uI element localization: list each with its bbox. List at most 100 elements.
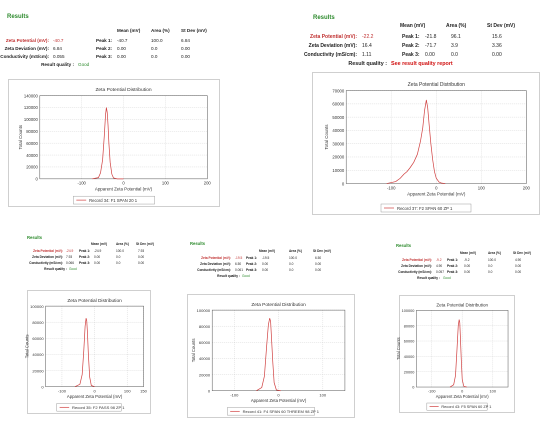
y-tick-label: 60000 — [26, 141, 38, 146]
row-value: 0.066 — [66, 261, 74, 265]
y-tick-label: 140000 — [24, 93, 39, 98]
y-tick-label: 80000 — [404, 324, 415, 328]
x-tick-label: -100 — [428, 389, 436, 393]
x-tick-label: 150 — [140, 388, 148, 393]
row-value: -24.9 — [66, 249, 74, 253]
peak-mean: -24.9 — [94, 249, 102, 253]
zeta-distribution-chart: Zeta Potential Distribution 0 10000 20000 30… — [312, 72, 540, 215]
x-tick-label: 0 — [435, 186, 438, 191]
peak-mean: -21.8 — [425, 34, 437, 40]
legend-label: Record 37: F2 SPAN 60 ZP 1 — [397, 206, 453, 211]
peak-mean: 0.00 — [94, 261, 101, 265]
legend-box — [426, 402, 488, 411]
series-line — [74, 318, 95, 388]
peak-label: Peak 1: — [96, 38, 113, 43]
x-axis-label: Apparent Zeta Potential (mV) — [436, 394, 489, 399]
row-label: Conductivity (mS/cm): — [398, 270, 432, 274]
results-panel-4: Results Mean (mV) Area (%) St Dev (mV) Z… — [180, 235, 365, 425]
peak-stdev: 0.00 — [515, 270, 522, 274]
y-tick-label: 100000 — [24, 117, 39, 122]
peak-mean: -19.5 — [262, 256, 270, 260]
results-table: Mean (mV) Area (%) St Dev (mV) Zeta Pote… — [180, 249, 365, 281]
y-tick-label: 20000 — [199, 372, 211, 377]
quality-label: Result quality : — [41, 62, 74, 67]
row-value: 0.057 — [436, 270, 444, 274]
header-mean: Mean (mV) — [91, 242, 108, 246]
row-label: Zeta Potential (mV): — [5, 38, 49, 43]
peak-mean: 0.00 — [464, 264, 471, 268]
row-value: 16.4 — [362, 43, 372, 49]
peak-stdev: 6.84 — [181, 38, 190, 43]
peak-area: 3.9 — [451, 43, 458, 49]
y-tick-label: 50000 — [332, 115, 344, 120]
series-line — [92, 107, 124, 180]
row-label: Zeta Deviation (mV): — [32, 255, 63, 259]
row-value: 1.11 — [362, 52, 372, 58]
peak-stdev: 6.50 — [315, 256, 322, 260]
header-stdev: St Dev (mV) — [181, 28, 207, 33]
peak-area: 100.0 — [116, 249, 124, 253]
legend-box — [73, 195, 155, 205]
x-tick-label: 100 — [478, 186, 486, 191]
plot-area — [345, 90, 527, 184]
header-stdev: St Dev (mV) — [487, 23, 516, 29]
header-area: Area (%) — [151, 28, 170, 33]
quality-value: Good — [78, 62, 90, 67]
peak-label: Peak 1: — [246, 256, 258, 260]
plot-area — [211, 309, 346, 391]
legend-box — [227, 407, 315, 416]
chart-title: Zeta Potential Distribution — [67, 298, 122, 304]
peak-mean: 0.00 — [117, 46, 126, 51]
peak-area: 100.0 — [488, 258, 496, 262]
y-tick-label: 0 — [208, 388, 211, 393]
x-axis-label: Apparent Zeta Potential (mV) — [95, 187, 153, 192]
peak-stdev: 0.00 — [492, 52, 502, 58]
row-value: 0.061 — [235, 268, 243, 272]
peak-area: 100.0 — [289, 256, 297, 260]
x-axis-label: Apparent Zeta Potential (mV) — [407, 192, 466, 197]
chart-frame — [312, 72, 540, 215]
peak-label: Peak 3: — [79, 261, 91, 265]
row-label: Zeta Potential (mV): — [201, 256, 231, 260]
peak-stdev: 0.00 — [315, 262, 322, 266]
y-tick-label: 40000 — [332, 128, 344, 133]
y-tick-label: 80000 — [199, 324, 211, 329]
row-value: 6.84 — [53, 46, 62, 51]
results-title: Results — [396, 243, 412, 248]
quality-value: Good — [443, 276, 451, 280]
peak-mean: -9.2 — [464, 258, 470, 262]
row-value: -40.7 — [53, 38, 64, 43]
x-tick-label: 100 — [162, 181, 170, 186]
peak-mean: 0.00 — [425, 52, 435, 58]
header-stdev: St Dev (mV) — [313, 249, 331, 253]
row-value: 0.055 — [53, 54, 65, 59]
peak-stdev: 7.93 — [138, 249, 145, 253]
peak-label: Peak 2: — [447, 264, 459, 268]
legend-label: Record 34: F1 SPAN 20 1 — [89, 198, 138, 203]
zeta-distribution-chart: Zeta Potential Distribution 0 20000 40000 60… — [187, 294, 355, 418]
x-tick-label: -100 — [387, 186, 396, 191]
y-tick-label: 60000 — [199, 340, 211, 345]
peak-area: 0.0 — [289, 262, 294, 266]
results-title: Results — [190, 241, 206, 246]
y-tick-label: 20000 — [404, 370, 415, 374]
peak-label: Peak 2: — [402, 43, 420, 49]
legend-label: Record 41: F4 SPAN 60 THREEM 98 ZP 1 — [243, 409, 320, 414]
y-tick-label: 10000 — [332, 168, 344, 173]
x-tick-label: 0 — [461, 389, 463, 393]
quality-value: See result quality report — [391, 61, 453, 67]
y-tick-label: 100000 — [197, 308, 211, 313]
results-panel-2: Results Mean (mV) Area (%) St Dev (mV) Z… — [304, 0, 547, 218]
peak-area: 0.0 — [116, 255, 121, 259]
legend-box — [56, 403, 122, 412]
row-value: 4.90 — [436, 264, 443, 268]
x-tick-label: 200 — [523, 186, 531, 191]
row-label: Zeta Deviation (mV): — [401, 264, 432, 268]
results-table: Mean (mV) Area (%) St Dev (mV) Zeta Pote… — [0, 28, 225, 68]
peak-area: 0.0 — [451, 52, 458, 58]
y-tick-label: 40000 — [26, 153, 38, 158]
legend-box — [380, 203, 472, 213]
peak-area: 0.0 — [289, 268, 294, 272]
peak-label: Peak 2: — [96, 46, 113, 51]
peak-stdev: 15.6 — [492, 34, 502, 40]
